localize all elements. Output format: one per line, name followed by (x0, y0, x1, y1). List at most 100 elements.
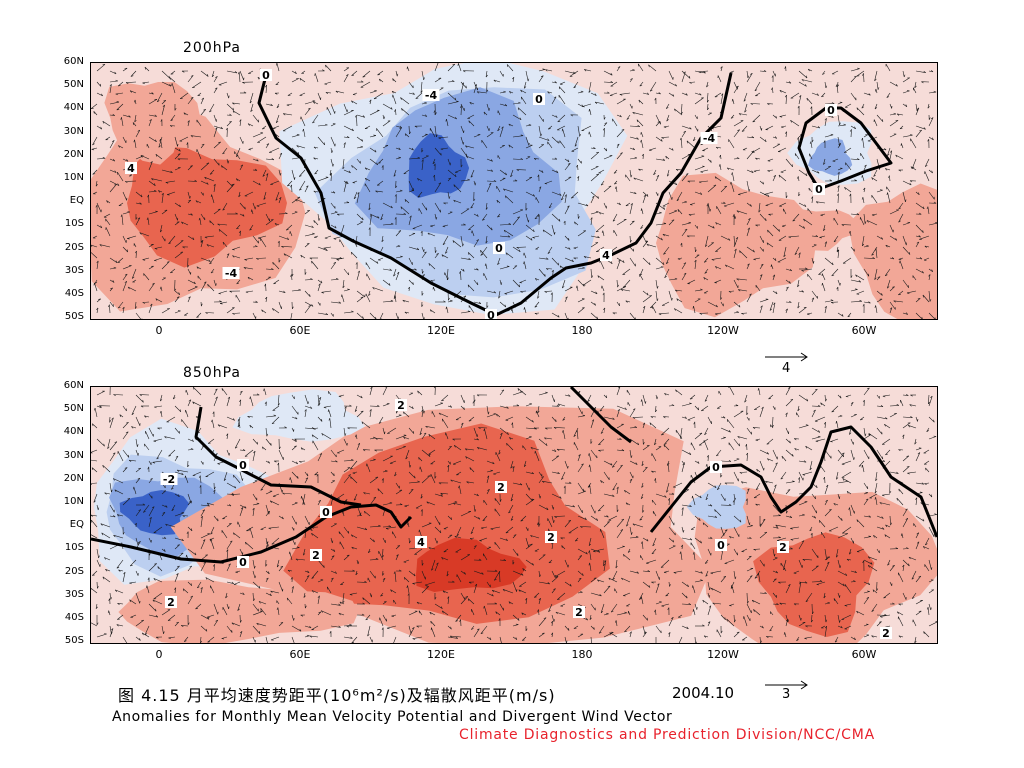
wind-vector (197, 92, 202, 96)
wind-vector (876, 526, 885, 530)
wind-vector (739, 471, 748, 473)
wind-vector-head (414, 125, 418, 128)
wind-vector-head (916, 532, 919, 535)
wind-vector (805, 445, 813, 451)
wind-vector-head (503, 90, 506, 93)
wind-vector (616, 152, 623, 160)
wind-vector (616, 529, 624, 539)
wind-vector (265, 173, 269, 182)
wind-vector (221, 530, 228, 539)
wind-vector (233, 532, 241, 539)
wind-vector-head (143, 511, 146, 513)
wind-vector (252, 114, 259, 123)
contour-label-box (485, 309, 497, 319)
wind-vector (703, 290, 709, 294)
wind-vector (122, 449, 130, 458)
wind-vector-head (242, 448, 246, 451)
wind-vector-head (517, 216, 520, 218)
wind-vector-head (443, 202, 446, 205)
wind-vector-head (307, 401, 309, 405)
wind-vector-head (154, 260, 157, 262)
wind-vector-head (265, 296, 268, 300)
wind-vector (317, 312, 328, 315)
wind-vector (811, 493, 816, 500)
wind-vector (421, 134, 428, 138)
contour-label-box (493, 242, 505, 254)
wind-vector (558, 86, 566, 94)
wind-vector-head (95, 184, 98, 187)
wind-vector-head (177, 143, 179, 147)
wind-vector-head (597, 235, 600, 239)
wind-vector (728, 290, 735, 292)
wind-vector (640, 224, 644, 229)
wind-vector (440, 147, 449, 150)
wind-vector (91, 467, 98, 473)
wind-vector-head (533, 194, 535, 197)
wind-vector (434, 125, 437, 137)
wind-vector (145, 431, 150, 440)
wind-vector (639, 268, 644, 276)
wind-vector (442, 418, 449, 429)
wind-vector-head (842, 478, 845, 481)
wind-vector (641, 139, 644, 149)
wind-vector-head (671, 297, 673, 301)
wind-vector (486, 182, 492, 193)
wind-vector (625, 502, 631, 506)
wind-vector-head (716, 454, 719, 457)
wind-vector-head (109, 84, 112, 87)
wind-vector (759, 531, 768, 539)
wind-vector (154, 257, 163, 261)
wind-vector (900, 399, 904, 407)
wind-vector (836, 246, 839, 252)
wind-vector-head (268, 460, 270, 464)
wind-vector (343, 268, 350, 276)
wind-vector (249, 224, 254, 231)
wind-vector-head (659, 211, 662, 214)
wind-vector-head (845, 396, 849, 398)
wind-vector (304, 185, 309, 193)
wind-vector-head (736, 311, 739, 313)
wind-vector-head (312, 121, 315, 124)
wind-vector (534, 213, 540, 220)
wind-vector (408, 257, 413, 265)
wind-vector-head (831, 115, 834, 118)
contour-label: 0 (487, 309, 495, 319)
wind-vector (395, 190, 403, 193)
wind-vector-head (314, 172, 318, 175)
wind-vector (889, 209, 899, 215)
wind-vector (226, 121, 232, 127)
wind-vector (733, 120, 744, 127)
wind-vector (102, 121, 111, 127)
wind-vector-head (580, 526, 583, 529)
wind-vector-head (266, 143, 270, 145)
wind-vector (681, 154, 691, 160)
wind-vector-head (404, 505, 407, 507)
wind-vector (707, 301, 718, 308)
wind-vector-head (657, 121, 661, 123)
wind-vector (733, 515, 742, 523)
wind-vector (499, 405, 509, 409)
wind-vector (590, 407, 597, 418)
wind-vector-head (398, 156, 401, 158)
wind-vector-head (677, 209, 679, 212)
wind-vector (927, 206, 930, 215)
wind-vector-head (753, 249, 755, 253)
wind-vector (265, 158, 274, 161)
wind-vector-head (234, 71, 238, 74)
wind-vector-head (305, 477, 309, 480)
wind-vector (767, 229, 774, 237)
wind-vector (122, 211, 130, 215)
wind-vector (304, 394, 309, 405)
wind-vector (603, 416, 615, 420)
wind-vector-head (294, 71, 297, 74)
wind-vector-head (275, 83, 279, 85)
wind-vector (837, 449, 844, 458)
wind-vector-head (311, 260, 313, 264)
wind-vector-head (351, 252, 353, 255)
wind-vector-head (209, 173, 213, 175)
wind-vector (824, 81, 827, 89)
wind-vector-head (436, 134, 438, 138)
wind-vector-head (862, 73, 864, 76)
wind-vector-head (772, 424, 774, 428)
wind-vector (837, 515, 843, 521)
